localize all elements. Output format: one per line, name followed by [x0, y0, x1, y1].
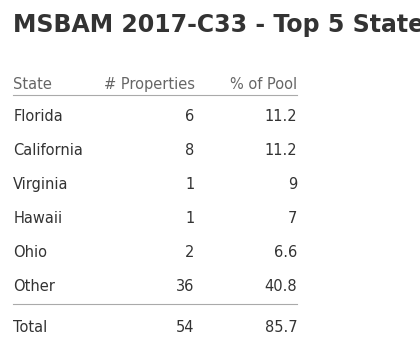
- Text: % of Pool: % of Pool: [230, 77, 297, 92]
- Text: # Properties: # Properties: [103, 77, 194, 92]
- Text: Hawaii: Hawaii: [13, 211, 62, 226]
- Text: 9: 9: [288, 177, 297, 192]
- Text: 8: 8: [185, 143, 194, 158]
- Text: Total: Total: [13, 319, 47, 335]
- Text: 7: 7: [288, 211, 297, 226]
- Text: 6.6: 6.6: [274, 245, 297, 260]
- Text: 6: 6: [185, 109, 194, 124]
- Text: 54: 54: [176, 319, 194, 335]
- Text: Ohio: Ohio: [13, 245, 47, 260]
- Text: Virginia: Virginia: [13, 177, 69, 192]
- Text: 40.8: 40.8: [265, 279, 297, 294]
- Text: State: State: [13, 77, 52, 92]
- Text: 1: 1: [185, 211, 194, 226]
- Text: 85.7: 85.7: [265, 319, 297, 335]
- Text: 1: 1: [185, 177, 194, 192]
- Text: 11.2: 11.2: [265, 143, 297, 158]
- Text: Other: Other: [13, 279, 55, 294]
- Text: California: California: [13, 143, 83, 158]
- Text: MSBAM 2017-C33 - Top 5 States: MSBAM 2017-C33 - Top 5 States: [13, 13, 420, 37]
- Text: 2: 2: [185, 245, 194, 260]
- Text: Florida: Florida: [13, 109, 63, 124]
- Text: 11.2: 11.2: [265, 109, 297, 124]
- Text: 36: 36: [176, 279, 194, 294]
